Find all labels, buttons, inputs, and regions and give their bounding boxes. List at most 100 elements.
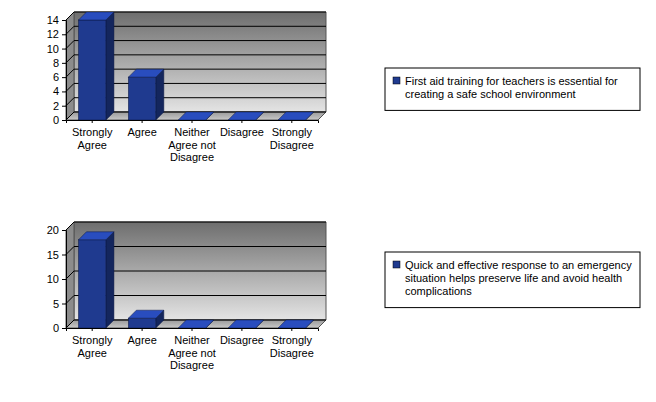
x-tick-label-line: Strongly bbox=[272, 126, 313, 138]
bar-top bbox=[78, 12, 113, 20]
bar-top bbox=[278, 112, 313, 120]
x-tick: StronglyDisagree bbox=[270, 328, 314, 359]
y-tick-label: 6 bbox=[53, 71, 59, 83]
x-tick-label: NeitherAgree notDisagree bbox=[168, 126, 216, 163]
bar bbox=[228, 112, 263, 120]
x-tick-label: NeitherAgree notDisagree bbox=[168, 334, 216, 371]
y-tick-label: 5 bbox=[53, 298, 59, 310]
x-axis: StronglyAgreeAgreeNeitherAgree notDisagr… bbox=[67, 120, 319, 163]
grid bbox=[66, 12, 326, 120]
bar-top bbox=[178, 320, 213, 328]
x-tick-label-line: Neither bbox=[174, 334, 210, 346]
bar-side bbox=[106, 232, 114, 328]
bar-top bbox=[128, 69, 163, 77]
bar bbox=[128, 310, 163, 328]
x-tick-label: Agree bbox=[127, 126, 156, 138]
legend-label-line: complications bbox=[405, 285, 472, 297]
bar-top bbox=[178, 112, 213, 120]
y-tick-label: 10 bbox=[47, 273, 59, 285]
x-tick-mark bbox=[291, 120, 292, 123]
x-tick-label-line: Agree bbox=[78, 139, 107, 151]
bar bbox=[228, 320, 263, 328]
legend-label-line: Quick and effective response to an emerg… bbox=[405, 259, 632, 271]
x-tick-mark bbox=[142, 120, 143, 123]
x-tick-label-line: Neither bbox=[174, 126, 210, 138]
legend: First aid training for teachers is essen… bbox=[385, 68, 640, 110]
bars bbox=[78, 12, 313, 120]
bar-top bbox=[78, 232, 113, 240]
y-axis: 0 5 10 15 20 bbox=[47, 224, 67, 334]
x-tick-label-line: Strongly bbox=[72, 334, 113, 346]
y-tick-label: 0 bbox=[53, 114, 59, 126]
x-tick-label: StronglyAgree bbox=[72, 334, 113, 359]
y-tick-mark bbox=[62, 91, 66, 92]
y-axis-line bbox=[62, 21, 67, 121]
x-tick-label: Disagree bbox=[220, 334, 264, 346]
bars bbox=[78, 232, 313, 328]
x-tick: Agree bbox=[127, 328, 156, 346]
legend-label-line: creating a safe school environment bbox=[405, 88, 576, 100]
bar bbox=[78, 12, 113, 120]
chart: 0 5 10 15 20 StronglyAgree Agree NeitherAgree n… bbox=[47, 222, 640, 371]
legend-label-line: situation helps preserve life and avoid … bbox=[405, 272, 622, 284]
bar-top bbox=[278, 320, 313, 328]
x-axis: StronglyAgreeAgreeNeitherAgree notDisagr… bbox=[67, 328, 319, 371]
bar-front bbox=[78, 240, 105, 328]
y-tick: 14 bbox=[47, 14, 66, 26]
y-tick-label: 20 bbox=[47, 224, 59, 236]
bar-top bbox=[228, 320, 263, 328]
y-tick-label: 10 bbox=[47, 43, 59, 55]
y-tick: 10 bbox=[47, 43, 66, 55]
y-tick: 4 bbox=[53, 85, 66, 97]
x-tick-label-line: Disagree bbox=[270, 347, 314, 359]
x-tick: Agree bbox=[127, 120, 156, 138]
x-tick: NeitherAgree notDisagree bbox=[168, 120, 216, 163]
x-tick-mark bbox=[192, 120, 193, 123]
y-tick-mark bbox=[62, 279, 66, 280]
x-tick-mark bbox=[241, 328, 242, 331]
x-tick-mark bbox=[92, 120, 93, 123]
legend-label: First aid training for teachers is essen… bbox=[405, 75, 618, 100]
x-axis-line bbox=[67, 329, 319, 332]
legend-label-line: First aid training for teachers is essen… bbox=[405, 75, 618, 87]
y-tick-mark bbox=[62, 230, 66, 231]
y-tick-mark bbox=[62, 63, 66, 64]
x-tick-label-line: Strongly bbox=[72, 126, 113, 138]
y-tick: 0 bbox=[53, 114, 66, 126]
x-tick-label-line: Agree bbox=[127, 334, 156, 346]
y-tick-mark bbox=[62, 255, 66, 256]
y-tick: 6 bbox=[53, 71, 66, 83]
y-tick-mark bbox=[62, 49, 66, 50]
bar bbox=[78, 232, 113, 328]
y-tick: 0 bbox=[53, 322, 66, 334]
bar-front bbox=[128, 318, 155, 328]
x-tick-label-line: Agree bbox=[127, 126, 156, 138]
legend: Quick and effective response to an emerg… bbox=[385, 252, 640, 308]
x-tick-label-line: Strongly bbox=[272, 334, 313, 346]
legend-box bbox=[385, 252, 640, 308]
y-tick-mark bbox=[62, 34, 66, 35]
x-tick: Disagree bbox=[220, 328, 264, 346]
legend-box bbox=[385, 68, 640, 110]
legend-label: Quick and effective response to an emerg… bbox=[405, 259, 632, 297]
x-tick-mark bbox=[142, 328, 143, 331]
x-tick-mark bbox=[192, 328, 193, 331]
bar-front bbox=[128, 77, 155, 120]
y-axis: 02468101214 bbox=[47, 14, 67, 126]
y-axis-line bbox=[62, 231, 67, 329]
x-tick-mark bbox=[92, 328, 93, 331]
x-tick-label-line: Agree not bbox=[168, 347, 216, 359]
y-tick-label: 12 bbox=[47, 28, 59, 40]
x-tick-label: StronglyDisagree bbox=[270, 334, 314, 359]
bar bbox=[278, 112, 313, 120]
x-tick-label: StronglyDisagree bbox=[270, 126, 314, 151]
x-axis-line bbox=[67, 121, 319, 124]
y-tick-label: 15 bbox=[47, 249, 59, 261]
x-tick: StronglyDisagree bbox=[270, 120, 314, 151]
y-tick: 5 bbox=[53, 298, 66, 310]
y-tick-label: 14 bbox=[47, 14, 59, 26]
x-tick-label-line: Agree not bbox=[168, 139, 216, 151]
x-tick-mark bbox=[241, 120, 242, 123]
x-tick-label-line: Disagree bbox=[270, 139, 314, 151]
x-tick-label: Disagree bbox=[220, 126, 264, 138]
